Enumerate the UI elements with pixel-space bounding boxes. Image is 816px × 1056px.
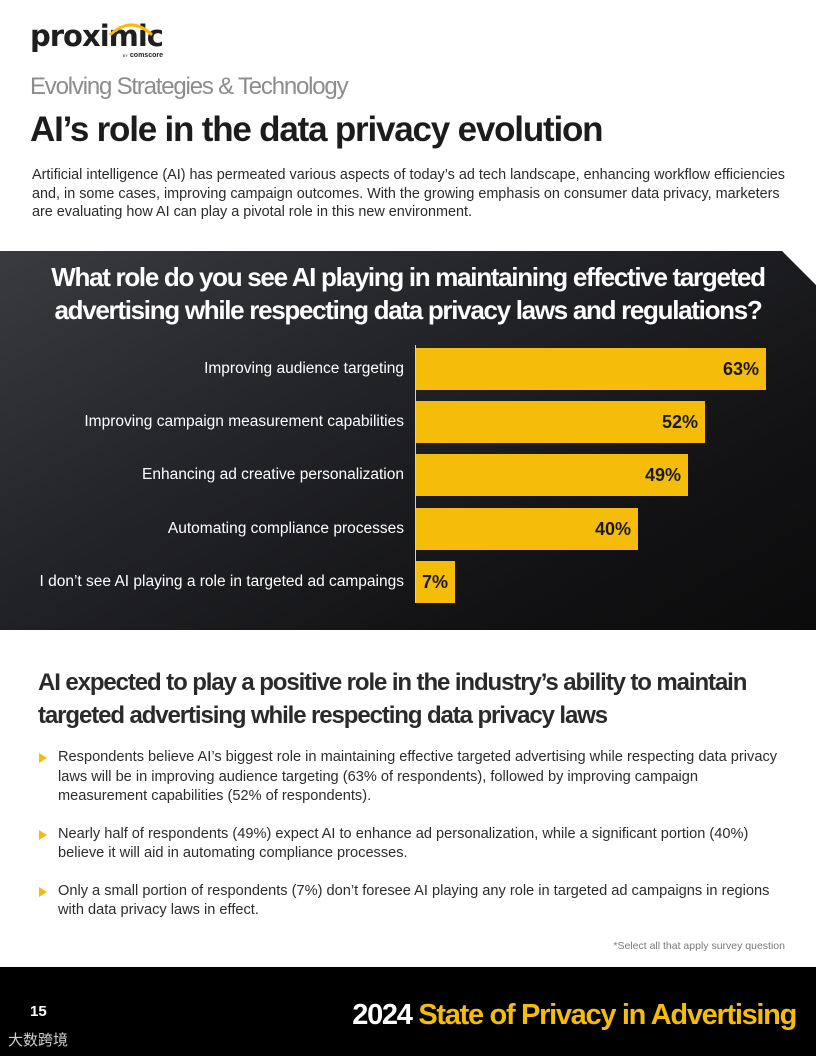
logo-by: BY (122, 53, 128, 58)
bar: 52% (416, 401, 705, 444)
proximic-logo: proximic BY comscore (30, 22, 164, 60)
bullet-text: Nearly half of respondents (49%) expect … (58, 825, 749, 862)
bar: 63% (416, 348, 766, 390)
bar-category-label: Automating compliance processes (167, 519, 404, 537)
bar-category-label: I don’t see AI playing a role in targete… (39, 572, 405, 590)
bar-value-label: 40% (594, 518, 631, 539)
bar-value-label: 7% (421, 571, 448, 592)
watermark: 大数跨境 (8, 1029, 68, 1050)
intro-paragraph: Artificial intelligence (AI) has permeat… (32, 167, 785, 220)
report-title: 2024 State of Privacy in Advertising (352, 999, 797, 1032)
bar-row: Enhancing ad creative personalization 49% (0, 454, 816, 497)
bar-value-label: 63% (722, 359, 759, 379)
chart-panel: What role do you see AI playing in maint… (0, 251, 816, 630)
page-number: 15 (30, 1003, 47, 1020)
bar-category-label: Improving audience targeting (204, 360, 404, 377)
bullet-item: Nearly half of respondents (49%) expect … (38, 825, 790, 864)
report-name: State of Privacy in Advertising (418, 999, 797, 1031)
bar-value-label: 49% (644, 465, 681, 486)
bar-value-label: 52% (661, 412, 698, 433)
bullet-text: Only a small portion of respondents (7%)… (58, 882, 770, 919)
bar: 7% (416, 560, 455, 603)
bar-category-label: Enhancing ad creative personalization (142, 466, 404, 484)
watermark-text: 大数跨境 (8, 1032, 69, 1049)
bullet-item: Respondents believe AI’s biggest role in… (38, 748, 790, 807)
chart-title: What role do you see AI playing in maint… (51, 262, 766, 325)
corner-fold (782, 251, 816, 285)
bar-row: I don’t see AI playing a role in targete… (0, 560, 816, 603)
bar-row: Improving campaign measurement capabilit… (0, 401, 816, 444)
logo-arc-icon (109, 23, 153, 36)
logo-byline: BY comscore (123, 52, 163, 59)
bullet-triangle-icon (39, 829, 47, 840)
bullet-item: Only a small portion of respondents (7%)… (38, 882, 790, 921)
bar-row: Automating compliance processes 40% (0, 507, 816, 550)
footer-bar: 15 2024 State of Privacy in Advertising … (0, 967, 816, 1056)
footnote: *Select all that apply survey question (613, 940, 785, 952)
logo-company: comscore (129, 52, 163, 59)
bullet-text: Respondents believe AI’s biggest role in… (58, 749, 778, 804)
bullet-list: Respondents believe AI’s biggest role in… (38, 748, 790, 939)
bar-row: Improving audience targeting 63% (0, 348, 816, 390)
bar-category-label: Improving campaign measurement capabilit… (84, 413, 404, 431)
page-title: AI’s role in the data privacy evolution (30, 110, 604, 149)
chart-axis-line (415, 345, 416, 603)
bullet-triangle-icon (39, 886, 47, 897)
bullet-triangle-icon (39, 753, 47, 763)
section-heading: AI expected to play a positive role in t… (38, 669, 747, 729)
bar: 40% (416, 507, 638, 550)
page-subtitle: Evolving Strategies & Technology (30, 73, 349, 100)
report-year: 2024 (352, 999, 413, 1031)
bar: 49% (416, 454, 688, 497)
